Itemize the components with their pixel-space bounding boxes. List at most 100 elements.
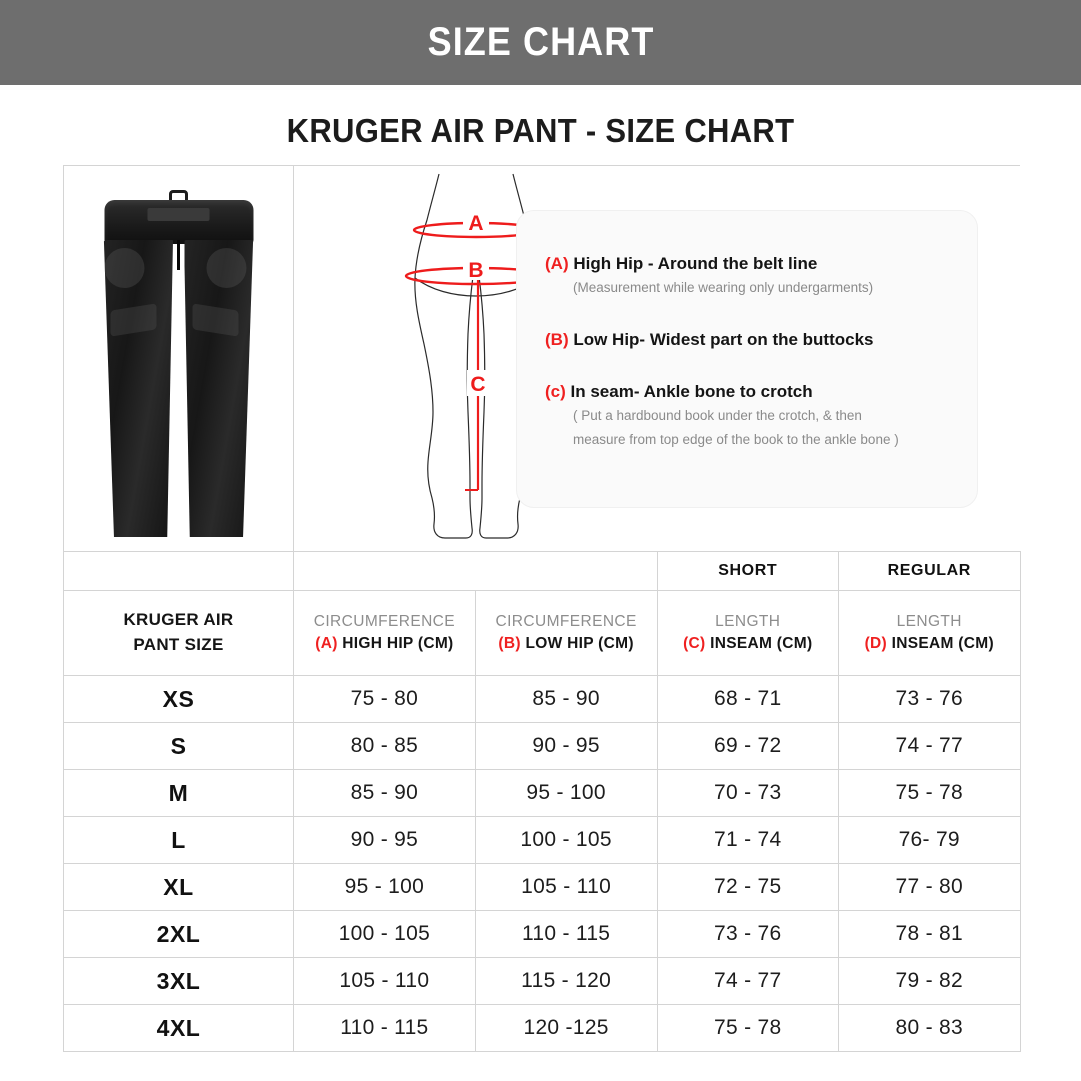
row-short-inseam: 75 - 78 [656, 1004, 839, 1052]
row-high-hip: 90 - 95 [293, 816, 476, 864]
diagram-label-b: B [468, 259, 483, 282]
header-band-title: SIZE CHART [427, 20, 654, 64]
row-regular-inseam: 79 - 82 [838, 957, 1021, 1005]
low-hip-letter: (B) [498, 635, 521, 652]
fit-row-blank-size [63, 551, 294, 591]
table-row: L 90 - 95 100 - 105 71 - 74 76- 79 [63, 816, 1021, 864]
kruger-air-pant-photo [96, 182, 261, 537]
legend-b-main: (B) Low Hip- Widest part on the buttocks [545, 329, 951, 351]
size-head-line1: KRUGER AIR [123, 610, 234, 630]
product-photo-cell [63, 165, 294, 552]
row-low-hip: 110 - 115 [474, 910, 658, 958]
row-size: XS [63, 675, 294, 723]
table-row: XS 75 - 80 85 - 90 68 - 71 73 - 76 [63, 675, 1021, 723]
row-high-hip: 80 - 85 [293, 722, 476, 770]
row-short-inseam: 71 - 74 [656, 816, 839, 864]
fit-group-row: SHORT REGULAR [63, 551, 1021, 591]
low-hip-top: CIRCUMFERENCE [495, 612, 637, 630]
legend-c-tag: (c) [545, 382, 566, 402]
fit-row-blank-a [293, 551, 476, 591]
row-high-hip: 100 - 105 [293, 910, 476, 958]
row-short-inseam: 70 - 73 [656, 769, 839, 817]
low-hip-bottom: (B) LOW HIP (CM) [476, 633, 657, 655]
table-row: 4XL 110 - 115 120 -125 75 - 78 80 - 83 [63, 1004, 1021, 1052]
legend-spacer-2 [545, 357, 951, 381]
column-header-regular-inseam: LENGTH (D) INSEAM (CM) [838, 590, 1021, 676]
high-hip-text: HIGH HIP (CM) [337, 635, 454, 652]
short-inseam-top: LENGTH [715, 612, 781, 630]
row-low-hip: 90 - 95 [474, 722, 658, 770]
short-inseam-text: INSEAM (CM) [705, 635, 813, 652]
row-size: 3XL [63, 957, 294, 1005]
row-regular-inseam: 75 - 78 [838, 769, 1021, 817]
legend-c-title: In seam- Ankle bone to crotch [565, 382, 813, 402]
body-outline-svg: A B C [404, 173, 547, 539]
regular-inseam-bottom: (D) INSEAM (CM) [839, 633, 1020, 655]
regular-inseam-text: INSEAM (CM) [886, 635, 994, 652]
row-high-hip: 85 - 90 [293, 769, 476, 817]
diagram-label-c: C [470, 373, 485, 396]
row-size: 2XL [63, 910, 294, 958]
legend-item-c: (c) In seam- Ankle bone to crotch ( Put … [545, 381, 951, 451]
column-header-size: KRUGER AIR PANT SIZE [63, 590, 294, 676]
row-regular-inseam: 77 - 80 [838, 863, 1021, 911]
high-hip-bottom: (A) HIGH HIP (CM) [294, 633, 475, 655]
row-low-hip: 115 - 120 [474, 957, 658, 1005]
row-high-hip: 105 - 110 [293, 957, 476, 1005]
row-short-inseam: 73 - 76 [656, 910, 839, 958]
legend-a-main: (A) High Hip - Around the belt line [545, 253, 951, 275]
body-measurement-diagram: A B C [387, 172, 565, 547]
regular-inseam-top: LENGTH [896, 612, 962, 630]
pant-left-leg [103, 240, 173, 537]
legend-a-note: (Measurement while wearing only undergar… [573, 280, 874, 296]
row-high-hip: 75 - 80 [293, 675, 476, 723]
short-inseam-letter: (C) [683, 635, 706, 652]
row-short-inseam: 69 - 72 [656, 722, 839, 770]
row-short-inseam: 68 - 71 [656, 675, 839, 723]
table-row: 2XL 100 - 105 110 - 115 73 - 76 78 - 81 [63, 910, 1021, 958]
fit-group-short: SHORT [656, 551, 839, 591]
regular-inseam-letter: (D) [864, 635, 887, 652]
row-size: L [63, 816, 294, 864]
column-header-short-inseam: LENGTH (C) INSEAM (CM) [656, 590, 839, 676]
high-hip-top: CIRCUMFERENCE [313, 612, 455, 630]
pant-waistband [104, 200, 253, 244]
row-size: XL [63, 863, 294, 911]
row-short-inseam: 74 - 77 [656, 957, 839, 1005]
legend-b-title: Low Hip- Widest part on the buttocks [568, 330, 874, 350]
legend-spacer-1 [545, 305, 951, 329]
short-inseam-bottom: (C) INSEAM (CM) [658, 633, 839, 655]
table-row: 3XL 105 - 110 115 - 120 74 - 77 79 - 82 [63, 957, 1021, 1005]
legend-a-title: High Hip - Around the belt line [568, 254, 818, 273]
pant-fly-zipper [177, 240, 180, 270]
fit-row-blank-b [475, 551, 657, 591]
diagram-label-a: A [468, 212, 483, 235]
legend-item-b: (B) Low Hip- Widest part on the buttocks [545, 329, 951, 351]
pant-brand-label [147, 208, 210, 221]
table-row: M 85 - 90 95 - 100 70 - 73 75 - 78 [63, 769, 1021, 817]
column-header-high-hip: CIRCUMFERENCE (A) HIGH HIP (CM) [293, 590, 476, 676]
pant-right-leg [184, 240, 254, 537]
row-size: M [63, 769, 294, 817]
legend-c-note-line1: ( Put a hardbound book under the crotch,… [573, 408, 862, 424]
column-header-row: KRUGER AIR PANT SIZE CIRCUMFERENCE (A) H… [63, 590, 1021, 676]
row-regular-inseam: 78 - 81 [838, 910, 1021, 958]
row-regular-inseam: 80 - 83 [838, 1004, 1021, 1052]
row-regular-inseam: 74 - 77 [838, 722, 1021, 770]
row-low-hip: 95 - 100 [474, 769, 658, 817]
size-head-line2: PANT SIZE [133, 635, 224, 654]
row-regular-inseam: 73 - 76 [838, 675, 1021, 723]
row-low-hip: 120 -125 [474, 1004, 658, 1052]
row-low-hip: 105 - 110 [474, 863, 658, 911]
high-hip-letter: (A) [315, 635, 338, 652]
row-short-inseam: 72 - 75 [656, 863, 839, 911]
low-hip-text: LOW HIP (CM) [520, 635, 634, 652]
measurement-legend-card: (A) High Hip - Around the belt line (Mea… [516, 210, 978, 508]
pant-hip-panel-left [104, 248, 144, 288]
table-row: XL 95 - 100 105 - 110 72 - 75 77 - 80 [63, 863, 1021, 911]
row-regular-inseam: 76- 79 [838, 816, 1021, 864]
row-size: 4XL [63, 1004, 294, 1052]
page-title: KRUGER AIR PANT - SIZE CHART [286, 112, 795, 149]
pant-hip-panel-right [206, 248, 246, 288]
legend-b-tag: (B) [545, 330, 569, 350]
